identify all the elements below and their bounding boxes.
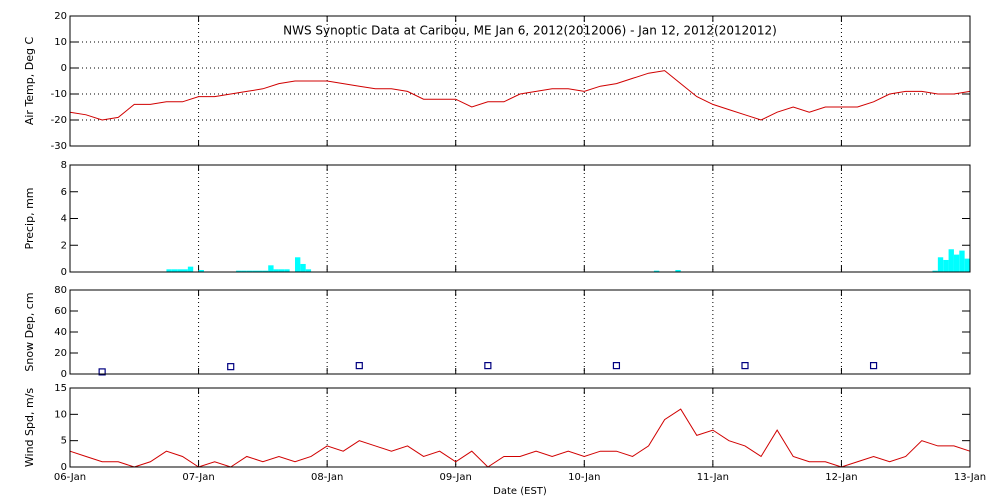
bar xyxy=(305,269,312,272)
bar xyxy=(937,257,944,272)
bar xyxy=(187,266,194,272)
point xyxy=(227,363,235,371)
y-tick-label: 0 xyxy=(61,267,67,278)
x-tick-label: 09-Jan xyxy=(440,472,472,483)
bar xyxy=(273,269,279,272)
bar xyxy=(964,258,970,272)
bar xyxy=(198,269,204,272)
y-tick-label: 20 xyxy=(54,11,67,22)
bar xyxy=(252,270,258,272)
y-tick-label: 80 xyxy=(54,285,67,296)
y-tick-label: 10 xyxy=(54,409,67,420)
data-line xyxy=(69,70,971,121)
bar xyxy=(257,270,263,272)
y-axis-label: Snow Dep, cm xyxy=(23,292,36,371)
y-tick-label: 0 xyxy=(61,369,67,380)
y-tick-label: 0 xyxy=(61,63,67,74)
y-axis-label: Wind Spd, m/s xyxy=(23,388,36,468)
x-tick-label: 06-Jan xyxy=(54,472,86,483)
point xyxy=(612,362,621,370)
bar xyxy=(675,269,681,272)
point xyxy=(355,362,363,370)
panel-frame xyxy=(69,164,971,273)
point xyxy=(741,362,749,370)
y-tick-label: 0 xyxy=(61,462,67,473)
chart-title: NWS Synoptic Data at Caribou, ME Jan 6, … xyxy=(283,24,777,38)
point xyxy=(484,362,492,370)
bar xyxy=(241,270,247,272)
data-line xyxy=(69,408,971,468)
bar xyxy=(943,259,949,272)
bar xyxy=(653,270,660,272)
y-tick-label: 5 xyxy=(61,436,67,447)
panel-frame xyxy=(69,387,971,468)
y-tick-label: 8 xyxy=(61,160,67,171)
bar xyxy=(278,269,285,272)
bar xyxy=(953,254,960,272)
bar xyxy=(268,265,274,272)
y-tick-label: -20 xyxy=(51,115,67,126)
bar xyxy=(262,270,269,272)
point xyxy=(869,362,878,370)
panel-frame xyxy=(69,289,971,375)
bar xyxy=(182,269,188,272)
bar xyxy=(177,269,183,272)
x-axis-label: Date (EST) xyxy=(493,486,547,497)
y-tick-label: 6 xyxy=(61,187,67,198)
y-tick-label: -10 xyxy=(51,89,67,100)
bar xyxy=(300,263,306,272)
x-tick-label: 13-Jan xyxy=(954,472,986,483)
x-tick-label: 07-Jan xyxy=(182,472,214,483)
y-tick-label: 4 xyxy=(61,214,67,225)
bar xyxy=(959,250,965,272)
y-tick-label: -30 xyxy=(51,141,67,152)
x-tick-label: 08-Jan xyxy=(311,472,343,483)
bar xyxy=(236,270,242,272)
x-tick-label: 10-Jan xyxy=(568,472,600,483)
bar xyxy=(295,257,301,272)
bar xyxy=(948,249,954,272)
y-tick-label: 20 xyxy=(54,348,67,359)
bar xyxy=(932,270,938,272)
y-axis-label: Air Temp, Deg C xyxy=(23,37,36,126)
bar xyxy=(246,270,253,272)
y-tick-label: 2 xyxy=(61,240,67,251)
bar xyxy=(166,269,172,272)
x-tick-label: 11-Jan xyxy=(697,472,729,483)
y-tick-label: 40 xyxy=(54,327,67,338)
bar xyxy=(171,269,178,272)
panel-frame xyxy=(69,15,971,147)
x-tick-label: 12-Jan xyxy=(825,472,857,483)
y-tick-label: 10 xyxy=(54,37,67,48)
bar xyxy=(284,269,290,272)
y-tick-label: 15 xyxy=(54,383,67,394)
y-axis-label: Precip, mm xyxy=(23,188,36,250)
y-tick-label: 60 xyxy=(54,306,67,317)
point xyxy=(98,368,106,376)
